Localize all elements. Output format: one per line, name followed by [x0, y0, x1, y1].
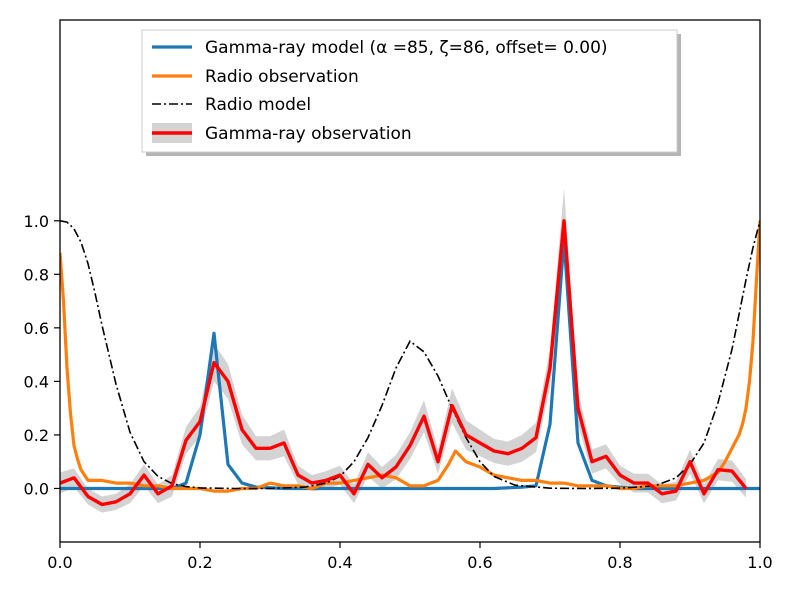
legend-label-gamma-model: Gamma-ray model (α =85, ζ=86, offset= 0.… — [205, 38, 608, 58]
x-tick-label: 0.2 — [187, 553, 212, 572]
y-tick-label: 0.8 — [24, 265, 49, 284]
radio-model-line — [60, 220, 760, 490]
legend: Gamma-ray model (α =85, ζ=86, offset= 0.… — [141, 29, 681, 156]
x-tick-label: 0.6 — [467, 553, 492, 572]
legend-label-radio-obs: Radio observation — [205, 67, 359, 87]
axes: 0.0 0.2 0.4 0.6 0.8 1.0 0.0 0.2 0.4 0.6 0.8 1.0 — [24, 19, 773, 572]
x-tick-label: 0.0 — [47, 553, 72, 572]
x-tick-label: 1.0 — [747, 553, 772, 572]
plot-clip-group — [60, 188, 760, 513]
axes-frame — [59, 19, 761, 543]
y-tick-label: 0.0 — [24, 479, 49, 498]
y-tick-label: 0.4 — [24, 372, 49, 391]
legend-label-radio-model: Radio model — [205, 95, 311, 115]
y-tick-label: 1.0 — [24, 212, 49, 231]
y-tick-label: 0.2 — [24, 426, 49, 445]
x-tick-label: 0.4 — [327, 553, 352, 572]
plot-area — [60, 188, 760, 513]
gamma-ray-observation-line — [60, 219, 748, 507]
legend-box — [141, 29, 678, 153]
x-tick-label: 0.8 — [607, 553, 632, 572]
gamma-ray-model-line — [60, 237, 760, 491]
y-tick-label: 0.6 — [24, 319, 49, 338]
legend-label-gamma-obs: Gamma-ray observation — [205, 124, 412, 144]
gamma-observation-error-band — [60, 188, 746, 513]
